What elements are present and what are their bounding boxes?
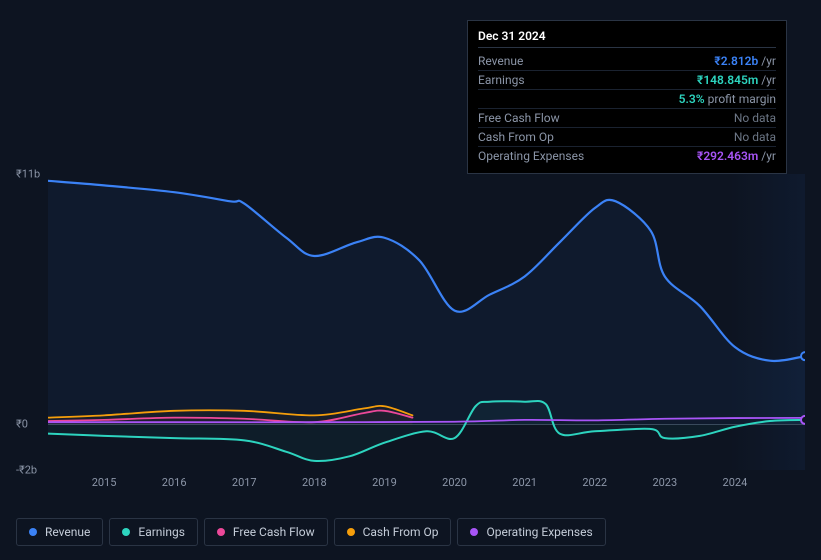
tooltip-row: Revenue ₹2.812b/yr: [478, 52, 776, 71]
tooltip-label: Revenue: [478, 54, 523, 68]
legend-item[interactable]: Earnings: [109, 518, 198, 546]
legend-label: Earnings: [138, 525, 185, 539]
tooltip-label: Earnings: [478, 73, 525, 87]
tooltip-label: Cash From Op: [478, 130, 554, 144]
x-axis-label: 2024: [723, 476, 748, 489]
tooltip-value: ₹148.845m/yr: [697, 73, 776, 87]
tooltip-row: Earnings ₹148.845m/yr: [478, 71, 776, 90]
chart-plot[interactable]: [48, 174, 805, 470]
legend-label: Revenue: [45, 525, 90, 539]
x-axis-label: 2019: [372, 476, 397, 489]
x-axis-label: 2018: [302, 476, 327, 489]
financials-chart: ₹11b ₹0 -₹2b 2015 2016 2017 2018 2019 2020 2021 2…: [16, 160, 805, 500]
tooltip-row: Free Cash Flow No data: [478, 109, 776, 128]
x-axis-label: 2021: [512, 476, 537, 489]
legend-dot-icon: [122, 528, 130, 536]
x-axis-label: 2017: [232, 476, 257, 489]
y-axis-label: -₹2b: [16, 464, 37, 477]
tooltip-subrow: 5.3%profit margin: [478, 90, 776, 109]
tooltip-row: Cash From Op No data: [478, 128, 776, 147]
x-axis-label: 2020: [442, 476, 467, 489]
legend-label: Free Cash Flow: [233, 525, 315, 539]
x-axis-label: 2015: [92, 476, 117, 489]
legend-item[interactable]: Revenue: [16, 518, 103, 546]
y-axis-label: ₹0: [16, 418, 28, 431]
x-axis-label: 2016: [162, 476, 187, 489]
chart-legend: Revenue Earnings Free Cash Flow Cash From O…: [16, 518, 606, 546]
chart-tooltip: Dec 31 2024 Revenue ₹2.812b/yr Earnings ₹14…: [467, 20, 787, 174]
x-axis-label: 2023: [652, 476, 677, 489]
tooltip-date: Dec 31 2024: [478, 29, 776, 48]
x-axis-label: 2022: [582, 476, 607, 489]
legend-label: Operating Expenses: [486, 525, 592, 539]
legend-item[interactable]: Free Cash Flow: [204, 518, 328, 546]
legend-label: Cash From Op: [363, 525, 439, 539]
legend-item[interactable]: Operating Expenses: [457, 518, 605, 546]
legend-dot-icon: [217, 528, 225, 536]
legend-dot-icon: [347, 528, 355, 536]
tooltip-value: No data: [734, 111, 776, 125]
y-axis-label: ₹11b: [16, 168, 40, 181]
legend-dot-icon: [470, 528, 478, 536]
tooltip-value: ₹2.812b/yr: [714, 54, 776, 68]
legend-dot-icon: [29, 528, 37, 536]
tooltip-value: No data: [734, 130, 776, 144]
legend-item[interactable]: Cash From Op: [334, 518, 452, 546]
tooltip-label: Free Cash Flow: [478, 111, 560, 125]
